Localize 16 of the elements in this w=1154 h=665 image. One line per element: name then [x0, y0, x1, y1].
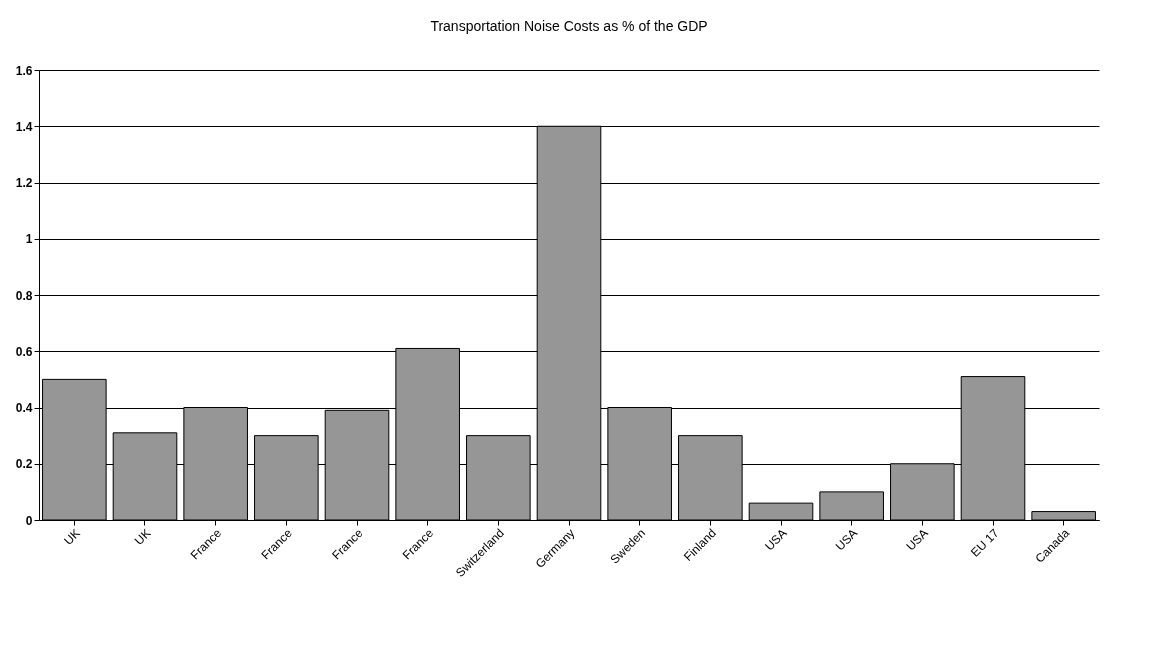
x-tick-label: EU 17	[968, 525, 1002, 560]
x-tick-label: UK	[131, 526, 154, 548]
y-tick-label: 1.6	[15, 63, 33, 78]
y-tick-label: 0.8	[15, 288, 33, 303]
x-tick-label: USA	[832, 526, 861, 554]
x-tick-label: UK	[61, 526, 83, 548]
y-tick-label: 0.2	[15, 457, 33, 472]
y-tick-label: 0.6	[15, 344, 33, 359]
x-tick-label: USA	[903, 526, 931, 554]
y-tick-label: 0.4	[15, 401, 33, 415]
chart-title: Transportation Noise Costs as % of the GDP	[430, 18, 708, 34]
y-tick-label: 0	[25, 513, 33, 528]
y-tick-label: 1	[25, 232, 33, 247]
y-tick-label: 1.2	[15, 176, 33, 190]
x-tick-label: USA	[762, 526, 790, 554]
y-tick-label: 1.4	[15, 119, 33, 134]
